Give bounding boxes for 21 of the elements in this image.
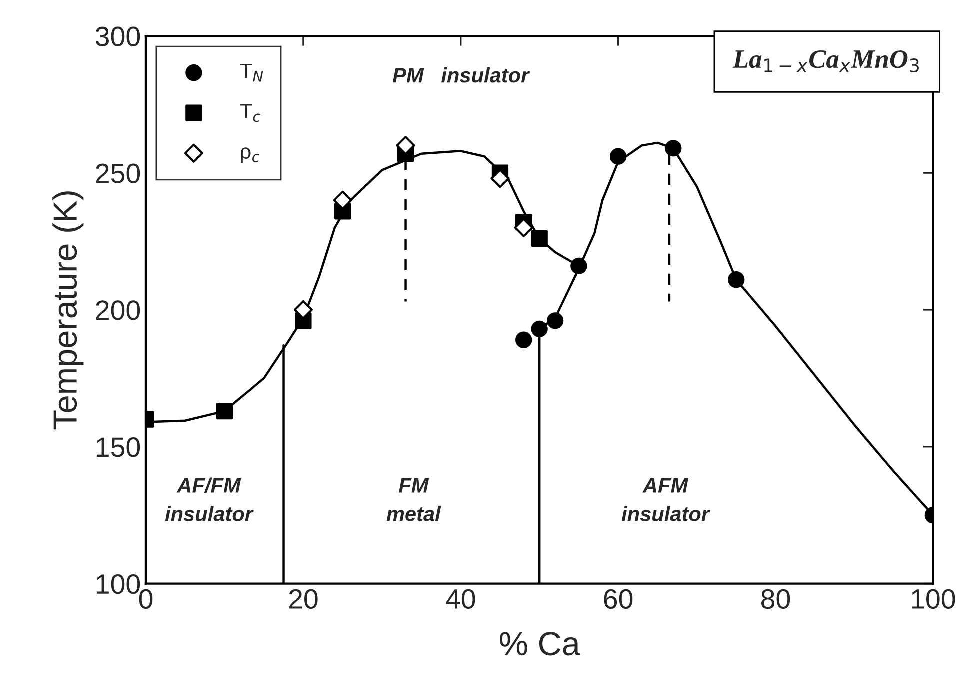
x-tick-label: 100 [912,589,956,610]
y-tick-label: 150 [96,438,140,458]
x-tick-label: 60 [604,589,633,610]
x-tick-label: 0 [139,589,153,610]
y-axis-title: Temperature (K) [52,192,84,430]
annotation: AFM insulator [622,478,710,522]
legend-label: ρ$_{c}$ [241,148,260,164]
y-tick-label: 250 [96,164,140,184]
y-tick-label: 200 [96,300,140,320]
legend-label: T$_{N}$ [240,64,264,82]
annotation: AF/FM insulator [165,478,254,522]
x-axis-title: % Ca [500,632,580,656]
x-tick-label: 40 [446,589,476,610]
x-tick-label: 80 [761,589,790,610]
y-tick-label: 300 [96,26,140,46]
legend-label: T$_{c}$ [240,104,261,122]
annotation: FM metal [386,478,442,522]
y-tick-label: 100 [96,574,140,594]
chart-title: La$_{1−x}$Ca$_{x}$MnO$_{3}$ [732,50,920,73]
annotation: PM insulator [392,68,530,83]
x-tick-label: 20 [289,589,318,610]
